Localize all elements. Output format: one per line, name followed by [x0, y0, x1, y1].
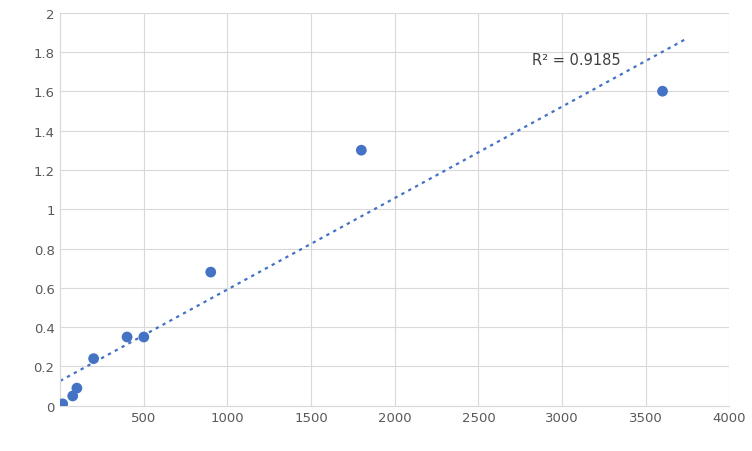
- Point: [205, 269, 217, 276]
- Point: [87, 355, 99, 363]
- Point: [138, 334, 150, 341]
- Point: [67, 392, 79, 400]
- Point: [121, 334, 133, 341]
- Point: [355, 147, 367, 154]
- Text: R² = 0.9185: R² = 0.9185: [532, 53, 620, 68]
- Point: [56, 400, 68, 408]
- Point: [71, 385, 83, 392]
- Point: [656, 88, 669, 96]
